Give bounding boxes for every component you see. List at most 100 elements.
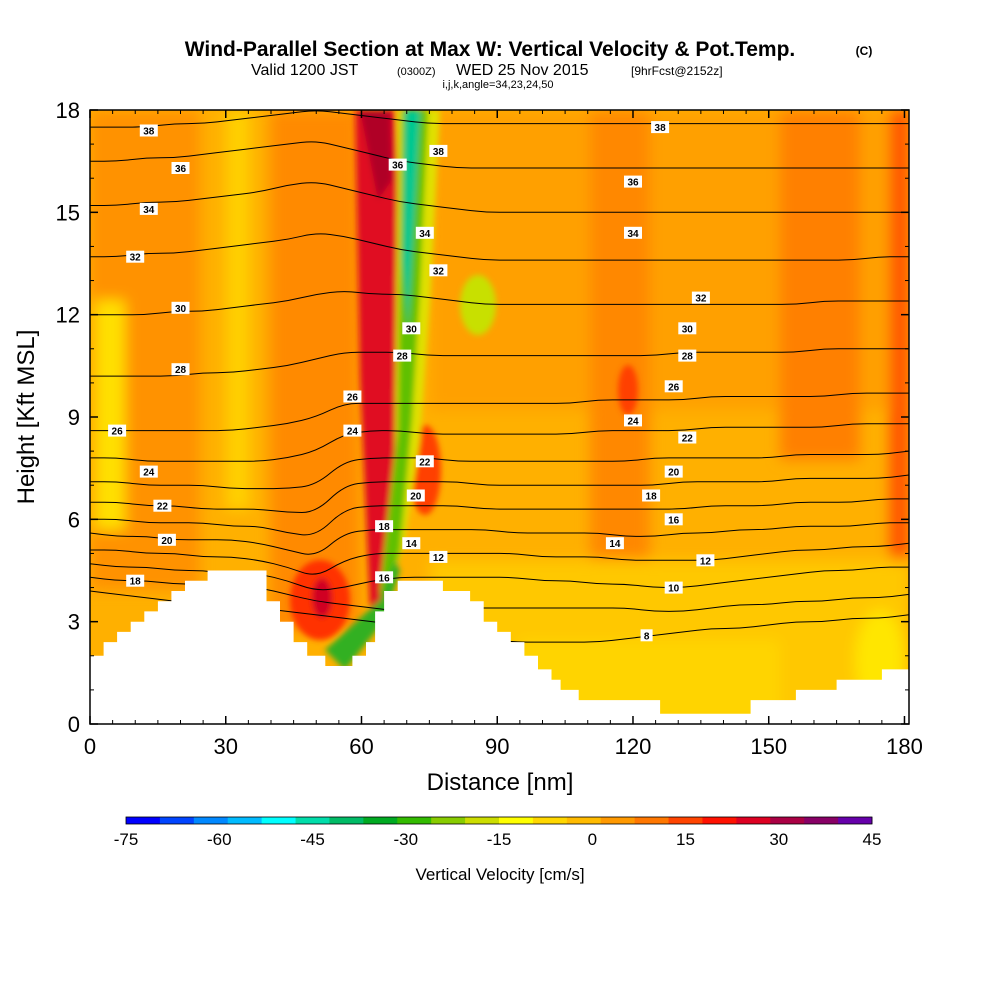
- contour-label: 30: [402, 322, 421, 335]
- colorbar-tick-label: -15: [487, 830, 512, 849]
- contour-label-box: [402, 537, 421, 550]
- contour-label: 30: [171, 301, 190, 315]
- contour-label-box: [139, 465, 158, 478]
- contour-label-text: 22: [157, 502, 169, 513]
- contour-label-box: [642, 489, 661, 502]
- contour-label-box: [139, 202, 158, 215]
- contour-label-box: [153, 499, 172, 512]
- colorbar-tick-label: -30: [394, 830, 419, 849]
- contour-label: 28: [393, 349, 412, 363]
- contour-label-box: [415, 455, 434, 468]
- contour-label: 38: [139, 124, 158, 138]
- theta-contour-18: [90, 498, 909, 536]
- contour-label-text: 22: [419, 457, 431, 468]
- contour-label-box: [429, 144, 448, 157]
- contour-label: 28: [171, 363, 190, 376]
- contour-label: 22: [415, 455, 434, 468]
- contour-label: 16: [375, 571, 394, 584]
- contour-label: 36: [624, 175, 642, 189]
- contour-label-box: [678, 322, 697, 335]
- theta-contour-16: [90, 522, 909, 555]
- theta-contour-22: [90, 450, 909, 490]
- colorbar-swatch: [532, 817, 568, 824]
- w-field-low-red-core: [312, 578, 332, 618]
- contour-label: 24: [343, 424, 362, 438]
- contour-label-box: [139, 124, 158, 137]
- theta-contour-28: [90, 348, 909, 377]
- contour-label-box: [126, 250, 145, 263]
- contour-label-text: 10: [668, 584, 680, 595]
- colorbar-ticks: -75 -60 -45 -30 -15 0 15 30 45: [114, 830, 882, 849]
- contour-label: 18: [375, 520, 394, 533]
- contour-label-text: 30: [682, 324, 694, 335]
- x-axis-label: Distance [nm]: [427, 769, 574, 796]
- contour-label: 16: [664, 513, 683, 526]
- contour-label: 28: [678, 349, 697, 363]
- contour-label: 22: [678, 431, 697, 445]
- contour-label-box: [624, 226, 642, 239]
- contour-label-box: [664, 465, 683, 478]
- contour-label: 20: [406, 489, 425, 503]
- colorbar-tick-label: 30: [769, 830, 788, 849]
- colorbar-swatch: [193, 817, 229, 824]
- x-tick-label: 90: [485, 734, 509, 759]
- contour-label-box: [343, 424, 362, 437]
- contour-label-text: 18: [646, 492, 658, 503]
- w-field-downdraft-lime: [460, 275, 496, 335]
- contour-label-box: [651, 121, 670, 134]
- contour-label: 30: [678, 322, 697, 335]
- contour-label-text: 20: [410, 492, 422, 503]
- contour-label-text: 30: [175, 304, 187, 315]
- chart-subtitle-indices: i,j,k,angle=34,23,24,50: [442, 79, 553, 91]
- theta-contour-26: [90, 392, 909, 432]
- contour-label-text: 20: [161, 536, 173, 547]
- contour-label: 32: [126, 250, 145, 264]
- terrain-mask: [90, 570, 909, 724]
- contour-label-box: [171, 363, 190, 376]
- contour-label-text: 26: [112, 427, 124, 438]
- contour-label-text: 16: [668, 515, 680, 526]
- contour-label-box: [171, 162, 190, 174]
- y-tick-label: 0: [68, 712, 80, 737]
- contour-label-text: 18: [130, 577, 142, 588]
- contour-label-box: [624, 414, 642, 427]
- contour-label-text: 12: [700, 556, 712, 567]
- contour-label: 38: [429, 144, 448, 158]
- chart-subtitle: Valid 1200 JST (0300Z) WED 25 Nov 2015 […: [251, 62, 723, 79]
- colorbar-swatch: [431, 817, 466, 824]
- contour-label-text: 34: [627, 229, 639, 240]
- contour-label-box: [393, 349, 412, 362]
- contour-label: 36: [171, 162, 190, 175]
- contour-label: 26: [664, 380, 683, 393]
- contour-label: 14: [402, 537, 421, 550]
- colorbar-swatch: [261, 817, 296, 824]
- contour-label-text: 24: [627, 416, 639, 427]
- colorbar-swatch: [804, 817, 839, 824]
- colorbar-swatch: [566, 817, 602, 824]
- w-field-downdraft-teal: [403, 110, 420, 330]
- contour-label-text: 8: [644, 631, 650, 642]
- contour-label-box: [157, 533, 176, 546]
- subtitle-utc-time: (0300Z): [397, 66, 436, 78]
- contour-label: 32: [691, 291, 710, 305]
- contour-label: 34: [624, 226, 642, 240]
- contour-label-text: 24: [143, 468, 155, 479]
- contour-label-text: 36: [175, 164, 187, 175]
- x-tick-label: 150: [750, 734, 787, 759]
- colorbar-swatch: [770, 817, 805, 824]
- w-field-orange-mid: [270, 110, 360, 630]
- colorbar-tick-label: 0: [588, 830, 597, 849]
- contour-label: 14: [605, 537, 624, 550]
- colorbar-swatch: [736, 817, 771, 824]
- colorbar-tick-label: 15: [676, 830, 695, 849]
- contour-label-box: [375, 520, 394, 533]
- theta-contour-32: [90, 233, 909, 261]
- contour-label-box: [696, 554, 715, 567]
- plot-area: 38 36 34 32 30 28 26 24 22 20 18 26 24 18 16 14 20 22 28 30…: [90, 110, 909, 724]
- theta-contour-14: [90, 542, 909, 575]
- y-tick-label: 9: [68, 405, 80, 430]
- contour-label-text: 16: [379, 573, 391, 584]
- colorbar-swatch: [668, 817, 703, 824]
- contour-label-box: [388, 158, 407, 171]
